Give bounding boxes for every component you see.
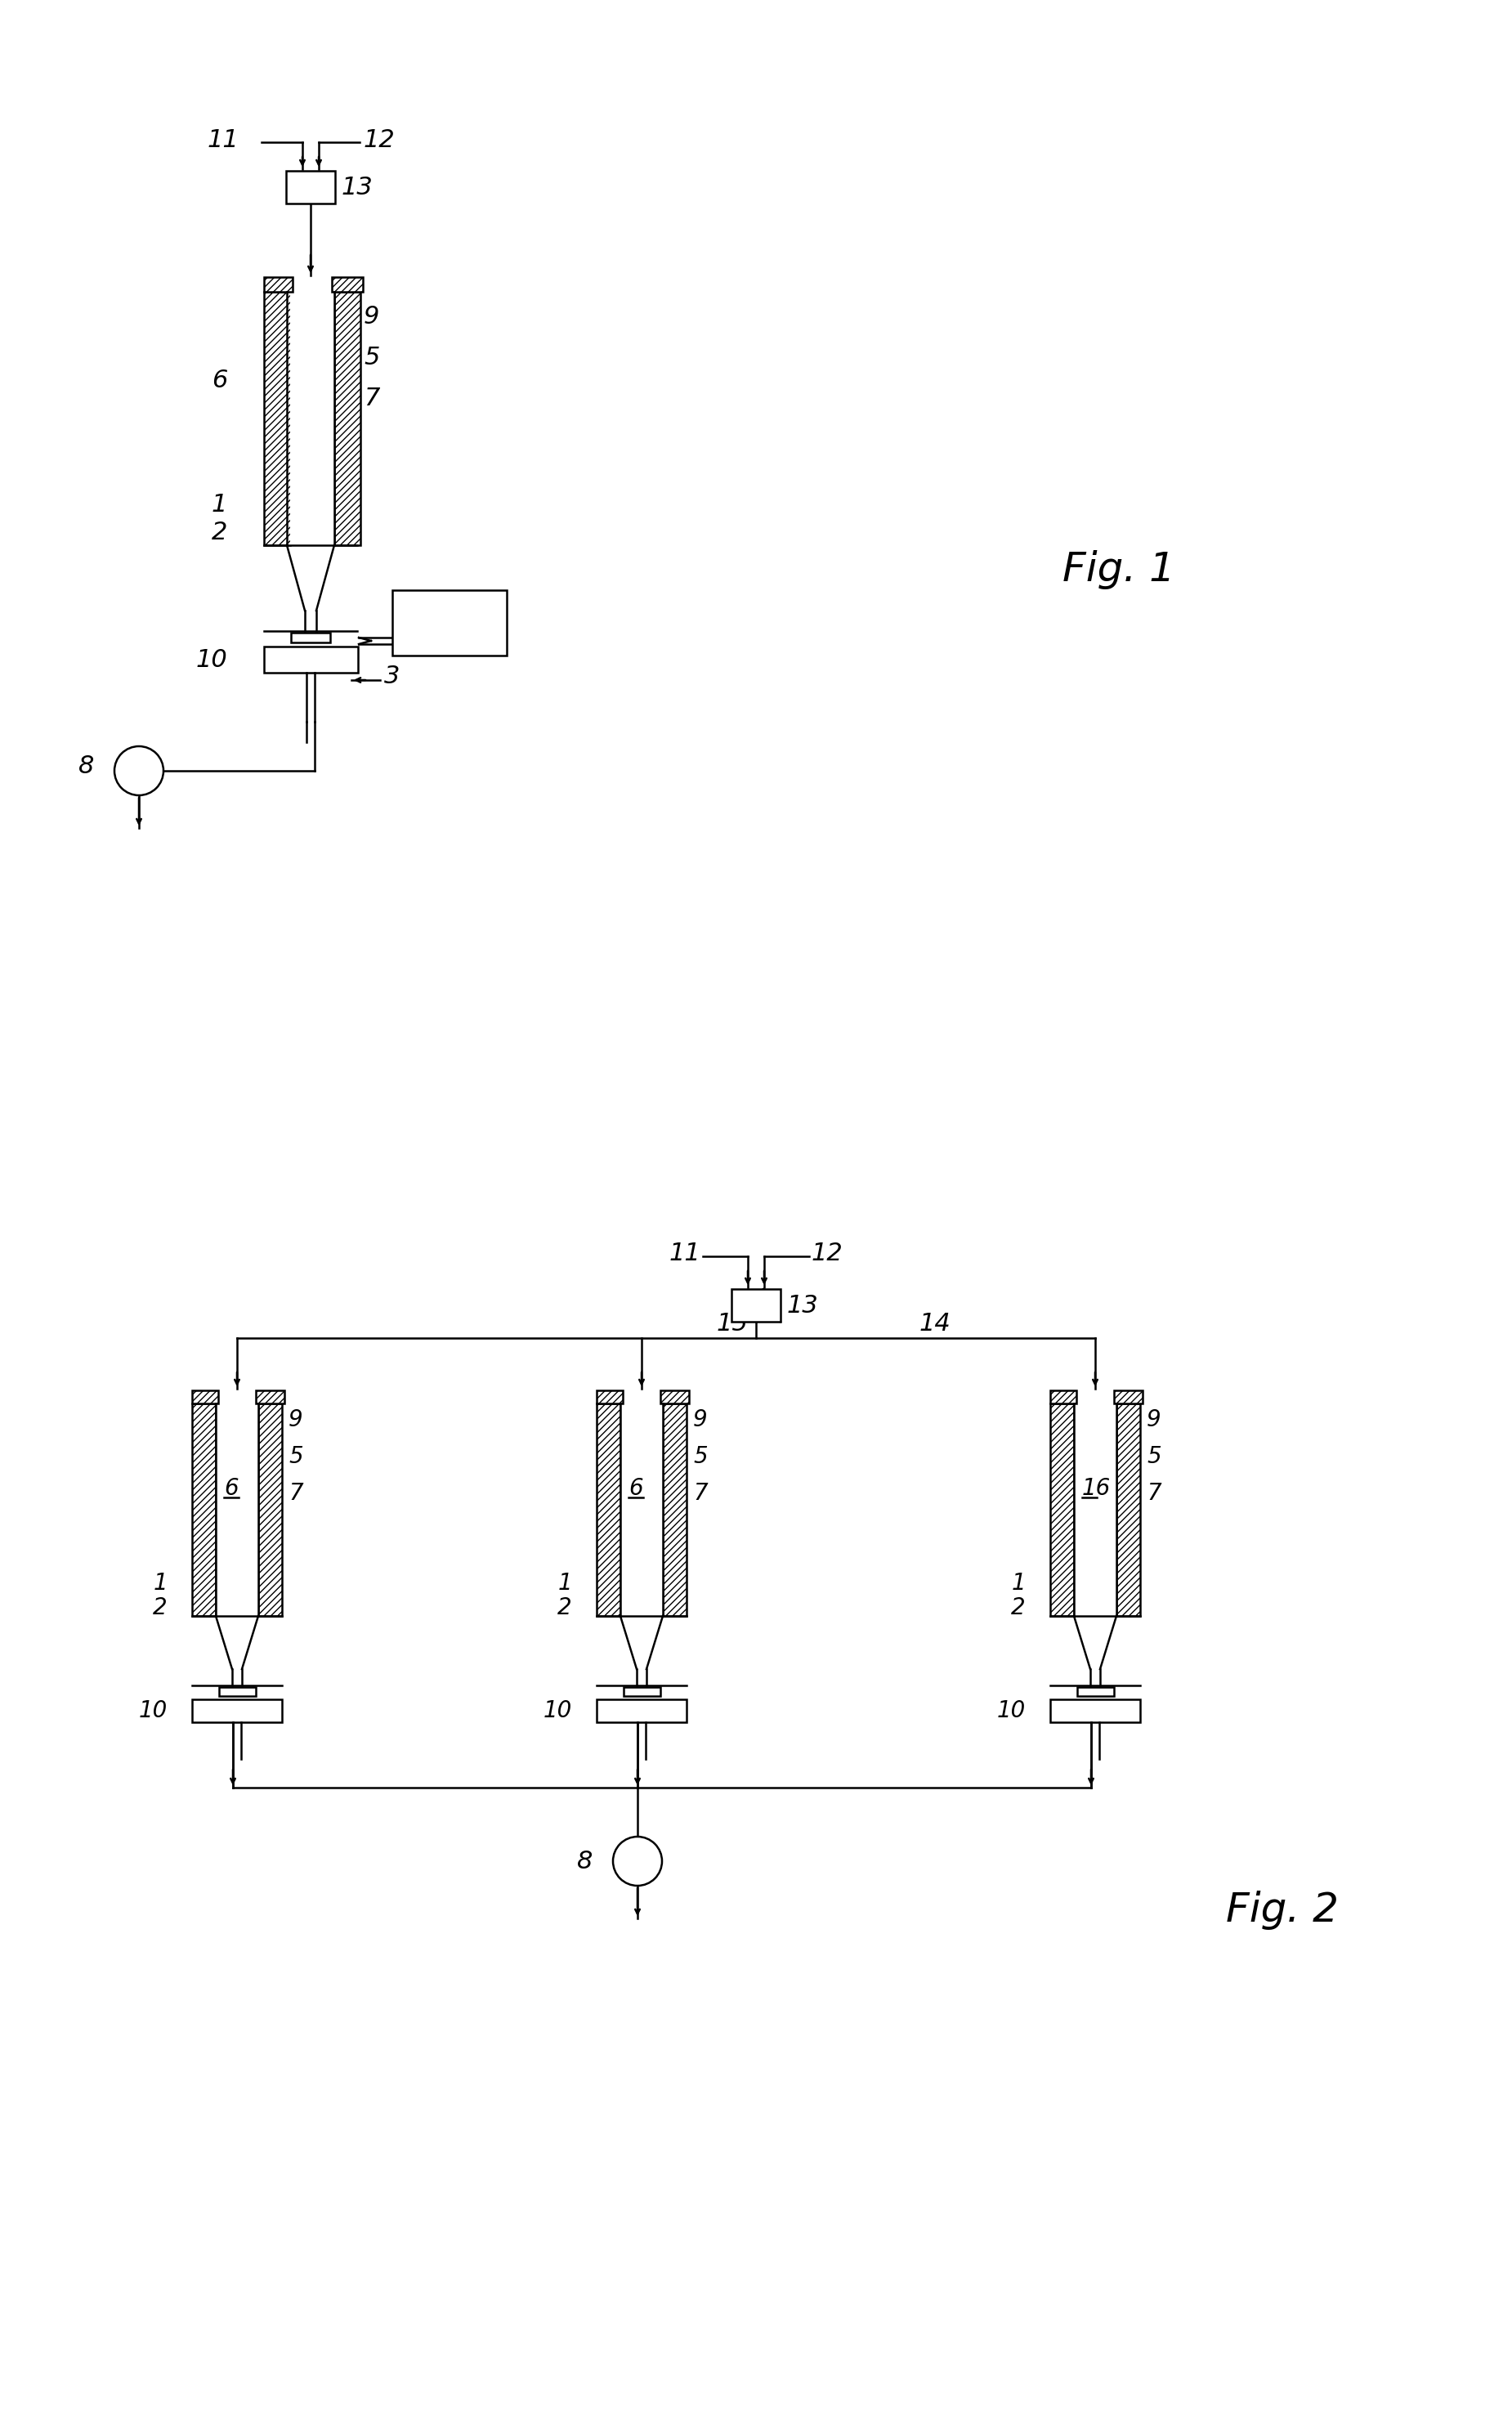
Bar — [290, 633, 330, 643]
Text: 2: 2 — [1012, 1595, 1025, 1619]
Bar — [662, 1404, 686, 1617]
Bar — [331, 278, 363, 292]
Bar — [1051, 1404, 1074, 1617]
Bar — [1114, 1390, 1143, 1404]
Bar — [623, 1687, 661, 1697]
Bar — [1051, 1699, 1140, 1723]
Text: 10: 10 — [195, 648, 227, 672]
Text: 1: 1 — [558, 1571, 572, 1595]
Text: 1: 1 — [153, 1571, 168, 1595]
Text: 11: 11 — [207, 128, 239, 152]
Bar — [192, 1390, 218, 1404]
Text: 1: 1 — [1012, 1571, 1025, 1595]
Bar — [256, 1390, 284, 1404]
Bar — [1074, 1404, 1116, 1617]
Text: 9: 9 — [1146, 1409, 1161, 1431]
Text: 10: 10 — [543, 1699, 572, 1723]
Text: 9: 9 — [364, 305, 380, 329]
Text: 5: 5 — [1146, 1445, 1161, 1467]
Bar — [597, 1404, 620, 1617]
Bar — [265, 278, 293, 292]
Bar — [1116, 1404, 1140, 1617]
Bar — [259, 1404, 281, 1617]
Text: 7: 7 — [692, 1482, 708, 1506]
Text: 13: 13 — [342, 176, 373, 198]
Bar — [732, 1288, 780, 1322]
Text: 7: 7 — [1146, 1482, 1161, 1506]
Text: 6: 6 — [629, 1477, 643, 1501]
Bar — [265, 648, 358, 672]
Bar — [287, 292, 334, 546]
Bar — [620, 1404, 662, 1617]
Text: 8: 8 — [79, 754, 94, 778]
Bar — [597, 1390, 623, 1404]
Text: 16: 16 — [1083, 1477, 1111, 1501]
Text: 2: 2 — [153, 1595, 168, 1619]
Bar — [265, 278, 293, 292]
Text: 11: 11 — [668, 1242, 700, 1267]
Text: 3: 3 — [384, 665, 401, 689]
Bar — [1114, 1390, 1143, 1404]
Bar — [597, 1404, 620, 1617]
Text: 10: 10 — [996, 1699, 1025, 1723]
Bar — [192, 1404, 216, 1617]
Bar — [1051, 1390, 1077, 1404]
Bar — [192, 1404, 216, 1617]
Text: 7: 7 — [364, 387, 380, 411]
Text: 2: 2 — [212, 522, 227, 544]
Text: 8: 8 — [576, 1849, 593, 1873]
Text: 7: 7 — [289, 1482, 302, 1506]
Bar — [597, 1699, 686, 1723]
Bar — [334, 292, 360, 546]
Bar — [661, 1390, 689, 1404]
Text: 9: 9 — [289, 1409, 302, 1431]
Text: 6: 6 — [224, 1477, 239, 1501]
Text: 12: 12 — [812, 1242, 844, 1267]
Text: 4: 4 — [442, 607, 458, 631]
Bar — [331, 278, 363, 292]
Text: 13: 13 — [788, 1293, 818, 1317]
Bar — [192, 1699, 281, 1723]
Bar — [286, 172, 336, 203]
Bar — [1077, 1687, 1114, 1697]
Text: 14: 14 — [919, 1312, 951, 1334]
Text: Fig. 1: Fig. 1 — [1063, 551, 1175, 590]
Text: 10: 10 — [139, 1699, 168, 1723]
Bar — [334, 292, 360, 546]
Bar — [259, 1404, 281, 1617]
Text: 5: 5 — [289, 1445, 302, 1467]
Circle shape — [115, 747, 163, 795]
Text: 9: 9 — [692, 1409, 708, 1431]
Bar — [597, 1390, 623, 1404]
Bar — [219, 1687, 256, 1697]
Bar — [256, 1390, 284, 1404]
Text: 1: 1 — [212, 493, 227, 517]
Text: 6: 6 — [212, 370, 227, 392]
Text: 2: 2 — [558, 1595, 572, 1619]
Bar — [661, 1390, 689, 1404]
Text: Fig. 2: Fig. 2 — [1226, 1890, 1338, 1929]
Bar — [1051, 1390, 1077, 1404]
Bar — [216, 1404, 259, 1617]
Bar — [1051, 1404, 1074, 1617]
Bar — [662, 1404, 686, 1617]
Circle shape — [612, 1837, 662, 1885]
Bar — [192, 1390, 218, 1404]
Bar — [265, 292, 290, 546]
Text: 12: 12 — [364, 128, 395, 152]
Text: 15: 15 — [717, 1312, 748, 1334]
Text: 5: 5 — [364, 346, 380, 370]
Bar — [265, 292, 290, 546]
Bar — [392, 590, 507, 655]
Bar — [1116, 1404, 1140, 1617]
Text: 5: 5 — [692, 1445, 708, 1467]
